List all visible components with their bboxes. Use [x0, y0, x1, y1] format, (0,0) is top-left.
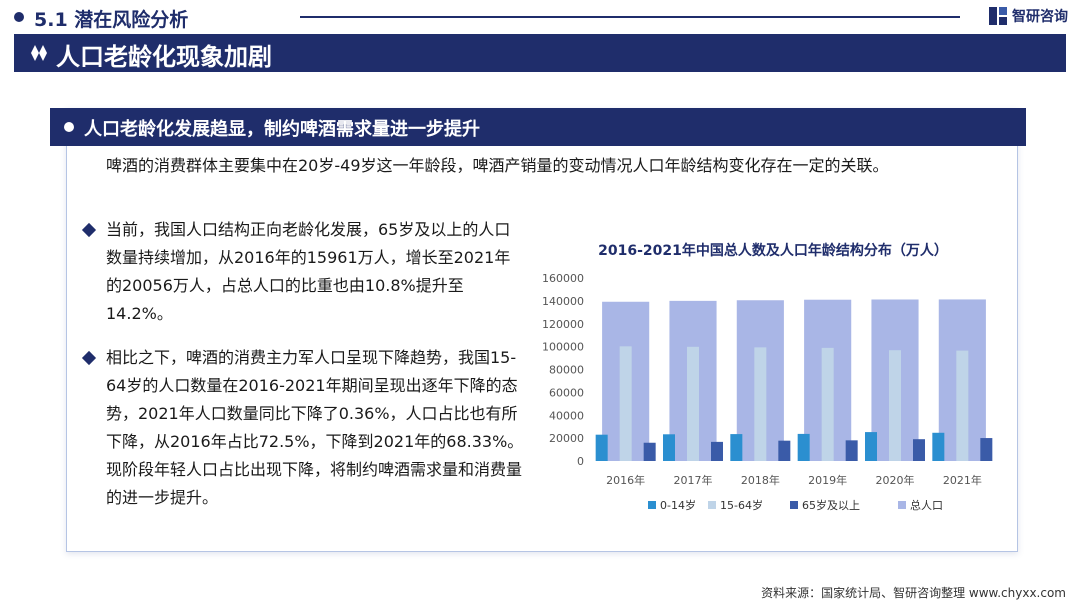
- x-tick-label: 2017年: [674, 473, 713, 487]
- y-tick-label: 120000: [542, 318, 584, 331]
- bar-age-15-64: [687, 346, 699, 461]
- brand-name: 智研咨询: [1012, 9, 1068, 25]
- brand-logo: 智研咨询: [988, 6, 1068, 26]
- y-tick-label: 160000: [542, 272, 584, 285]
- legend-swatch: [898, 501, 906, 509]
- source-note: 资料来源：国家统计局、智研咨询整理 www.chyxx.com: [761, 586, 1066, 600]
- bar-age-65-plus: [711, 441, 723, 461]
- x-tick-label: 2016年: [606, 473, 645, 487]
- diamond-icon: [31, 45, 47, 61]
- bar-age-0-14: [595, 434, 608, 461]
- bar-age-65-plus: [980, 438, 993, 461]
- bar-age-65-plus: [845, 440, 858, 461]
- section-bullet-icon: [14, 12, 24, 22]
- bar-age-65-plus: [913, 439, 925, 461]
- bar-age-0-14: [663, 434, 675, 461]
- bar-age-0-14: [797, 433, 810, 461]
- bar-age-65-plus: [643, 442, 656, 461]
- page-title-banner: 人口老龄化现象加剧: [14, 34, 1066, 72]
- bar-age-15-64: [619, 346, 632, 461]
- top-bar: 5.1 潜在风险分析 智研咨询: [0, 0, 1080, 34]
- legend-label: 0-14岁: [660, 498, 696, 512]
- section-title: 5.1 潜在风险分析: [34, 9, 189, 31]
- subheading-bullet-icon: [64, 122, 74, 132]
- bar-age-15-64: [956, 350, 969, 461]
- y-tick-label: 40000: [549, 409, 584, 422]
- y-tick-label: 80000: [549, 364, 584, 377]
- bar-age-0-14: [932, 432, 945, 461]
- bullet-text: 当前，我国人口结构正向老龄化发展，65岁及以上的人口数量持续增加，从2016年的…: [106, 220, 511, 323]
- bar-age-65-plus: [778, 440, 791, 461]
- bullet-text: 相比之下，啤酒的消费主力军人口呈现下降趋势，我国15-64岁的人口数量在2016…: [106, 348, 524, 507]
- legend-swatch: [648, 501, 656, 509]
- legend-label: 15-64岁: [720, 498, 763, 512]
- subheading-title: 人口老龄化发展趋显，制约啤酒需求量进一步提升: [84, 119, 480, 140]
- bullet-aging: 当前，我国人口结构正向老龄化发展，65岁及以上的人口数量持续增加，从2016年的…: [81, 216, 524, 328]
- x-tick-label: 2018年: [741, 473, 780, 487]
- page-title: 人口老龄化现象加剧: [56, 43, 272, 71]
- population-chart: 0 20000 40000 60000 80000 100000 120000 140000 1…: [538, 236, 1008, 526]
- bar-age-15-64: [889, 350, 901, 461]
- bar-age-0-14: [730, 434, 743, 461]
- subheading-bar: 人口老龄化发展趋显，制约啤酒需求量进一步提升: [50, 108, 1026, 146]
- legend-swatch: [708, 501, 716, 509]
- header-divider: [300, 16, 960, 18]
- legend-label: 65岁及以上: [802, 498, 860, 512]
- bar-age-15-64: [821, 347, 834, 461]
- content-card: [66, 108, 1018, 552]
- bar-age-15-64: [754, 347, 767, 461]
- legend-swatch: [790, 501, 798, 509]
- y-tick-label: 100000: [542, 341, 584, 354]
- y-tick-label: 60000: [549, 386, 584, 399]
- legend-label: 总人口: [910, 498, 943, 512]
- y-tick-label: 0: [577, 455, 584, 468]
- x-tick-label: 2021年: [943, 473, 982, 487]
- x-tick-label: 2019年: [808, 473, 847, 487]
- chart-canvas: 0 20000 40000 60000 80000 100000 120000 140000 1…: [542, 272, 993, 512]
- bar-age-0-14: [865, 432, 877, 461]
- chart-title: 2016-2021年中国总人数及人口年龄结构分布（万人）: [598, 243, 948, 259]
- bullet-working-age: 相比之下，啤酒的消费主力军人口呈现下降趋势，我国15-64岁的人口数量在2016…: [81, 344, 524, 512]
- y-tick-label: 20000: [549, 432, 584, 445]
- brand-mark-icon: [989, 7, 1007, 25]
- intro-paragraph: 啤酒的消费群体主要集中在20岁-49岁这一年龄段，啤酒产销量的变动情况人口年龄结…: [106, 156, 889, 175]
- y-tick-label: 140000: [542, 295, 584, 308]
- x-tick-label: 2020年: [876, 473, 915, 487]
